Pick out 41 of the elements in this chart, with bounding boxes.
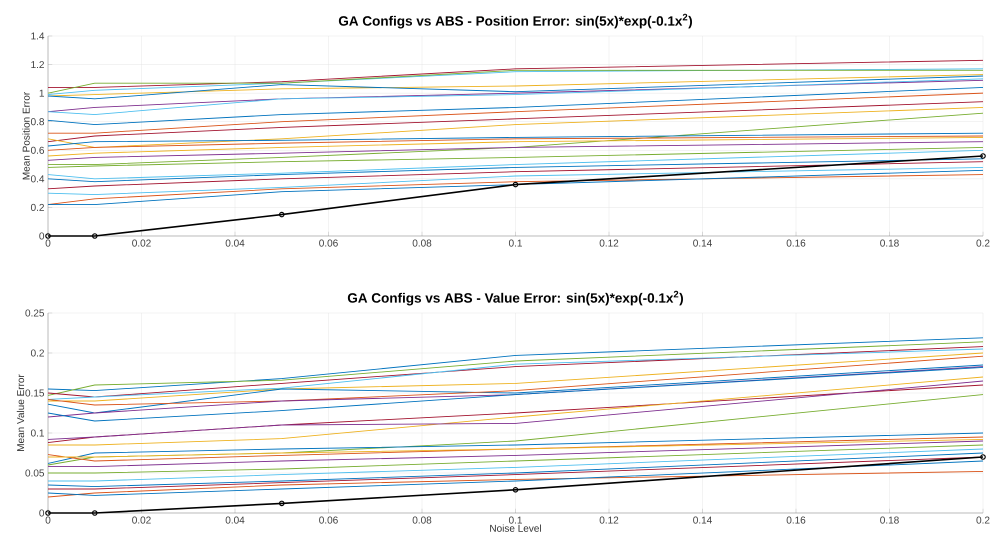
chart-title: GA Configs vs ABS - Value Error: sin(5x)*exp(-0.1x$^{2}$)	[348, 290, 684, 306]
y-tick-label: 0.8	[30, 118, 44, 126]
x-tick-label: 0	[46, 516, 50, 524]
y-tick-label: 0.2	[30, 349, 44, 357]
y-tick-label: 1.2	[31, 61, 44, 68]
y-tick-label: 1	[40, 90, 44, 97]
y-tick-label: 0.2	[30, 204, 44, 211]
x-tick-label: 0.14	[693, 516, 712, 524]
x-tick-label: 0.06	[319, 516, 338, 524]
y-axis-title: Mean Value Error	[16, 374, 24, 451]
x-tick-label: 0.18	[880, 516, 899, 524]
x-tick-label: 0.12	[600, 240, 618, 247]
x-tick-label: 0.08	[412, 516, 432, 524]
y-tick-label: 0.05	[25, 469, 44, 477]
x-tick-label: 0.02	[132, 516, 151, 524]
x-tick-label: 0.16	[786, 516, 806, 524]
x-tick-label: 0.2	[976, 516, 990, 524]
x-tick-label: 0.04	[226, 516, 244, 524]
y-tick-label: 0	[39, 509, 44, 517]
x-tick-label: 0.08	[412, 240, 432, 247]
x-tick-label: 0.16	[786, 240, 806, 247]
x-tick-label: 0	[46, 240, 50, 247]
y-tick-label: 0	[39, 232, 44, 240]
x-tick-label: 0.1	[508, 240, 522, 247]
x-tick-label: 0.18	[880, 240, 899, 247]
y-tick-label: 0.25	[25, 309, 44, 317]
x-axis-title: Noise Level	[490, 524, 541, 532]
y-tick-label: 0.1	[30, 429, 44, 437]
x-tick-label: 0.1	[508, 516, 522, 524]
x-tick-label: 0.06	[319, 240, 338, 247]
y-tick-label: 0.15	[25, 389, 44, 397]
x-tick-label: 0.04	[226, 240, 244, 247]
x-tick-label: 0.12	[600, 516, 618, 524]
y-tick-label: 1.4	[31, 32, 44, 40]
y-axis-title: Mean Position Error	[22, 92, 30, 180]
y-tick-label: 0.4	[30, 175, 44, 182]
chart-title: GA Configs vs ABS - Position Error: sin(5x)*exp(-0.1x$^{2}$)	[338, 14, 692, 28]
y-tick-label: 0.6	[30, 146, 44, 154]
x-tick-label: 0.14	[693, 240, 712, 247]
x-tick-label: 0.2	[976, 240, 990, 247]
x-tick-label: 0.02	[132, 240, 151, 247]
